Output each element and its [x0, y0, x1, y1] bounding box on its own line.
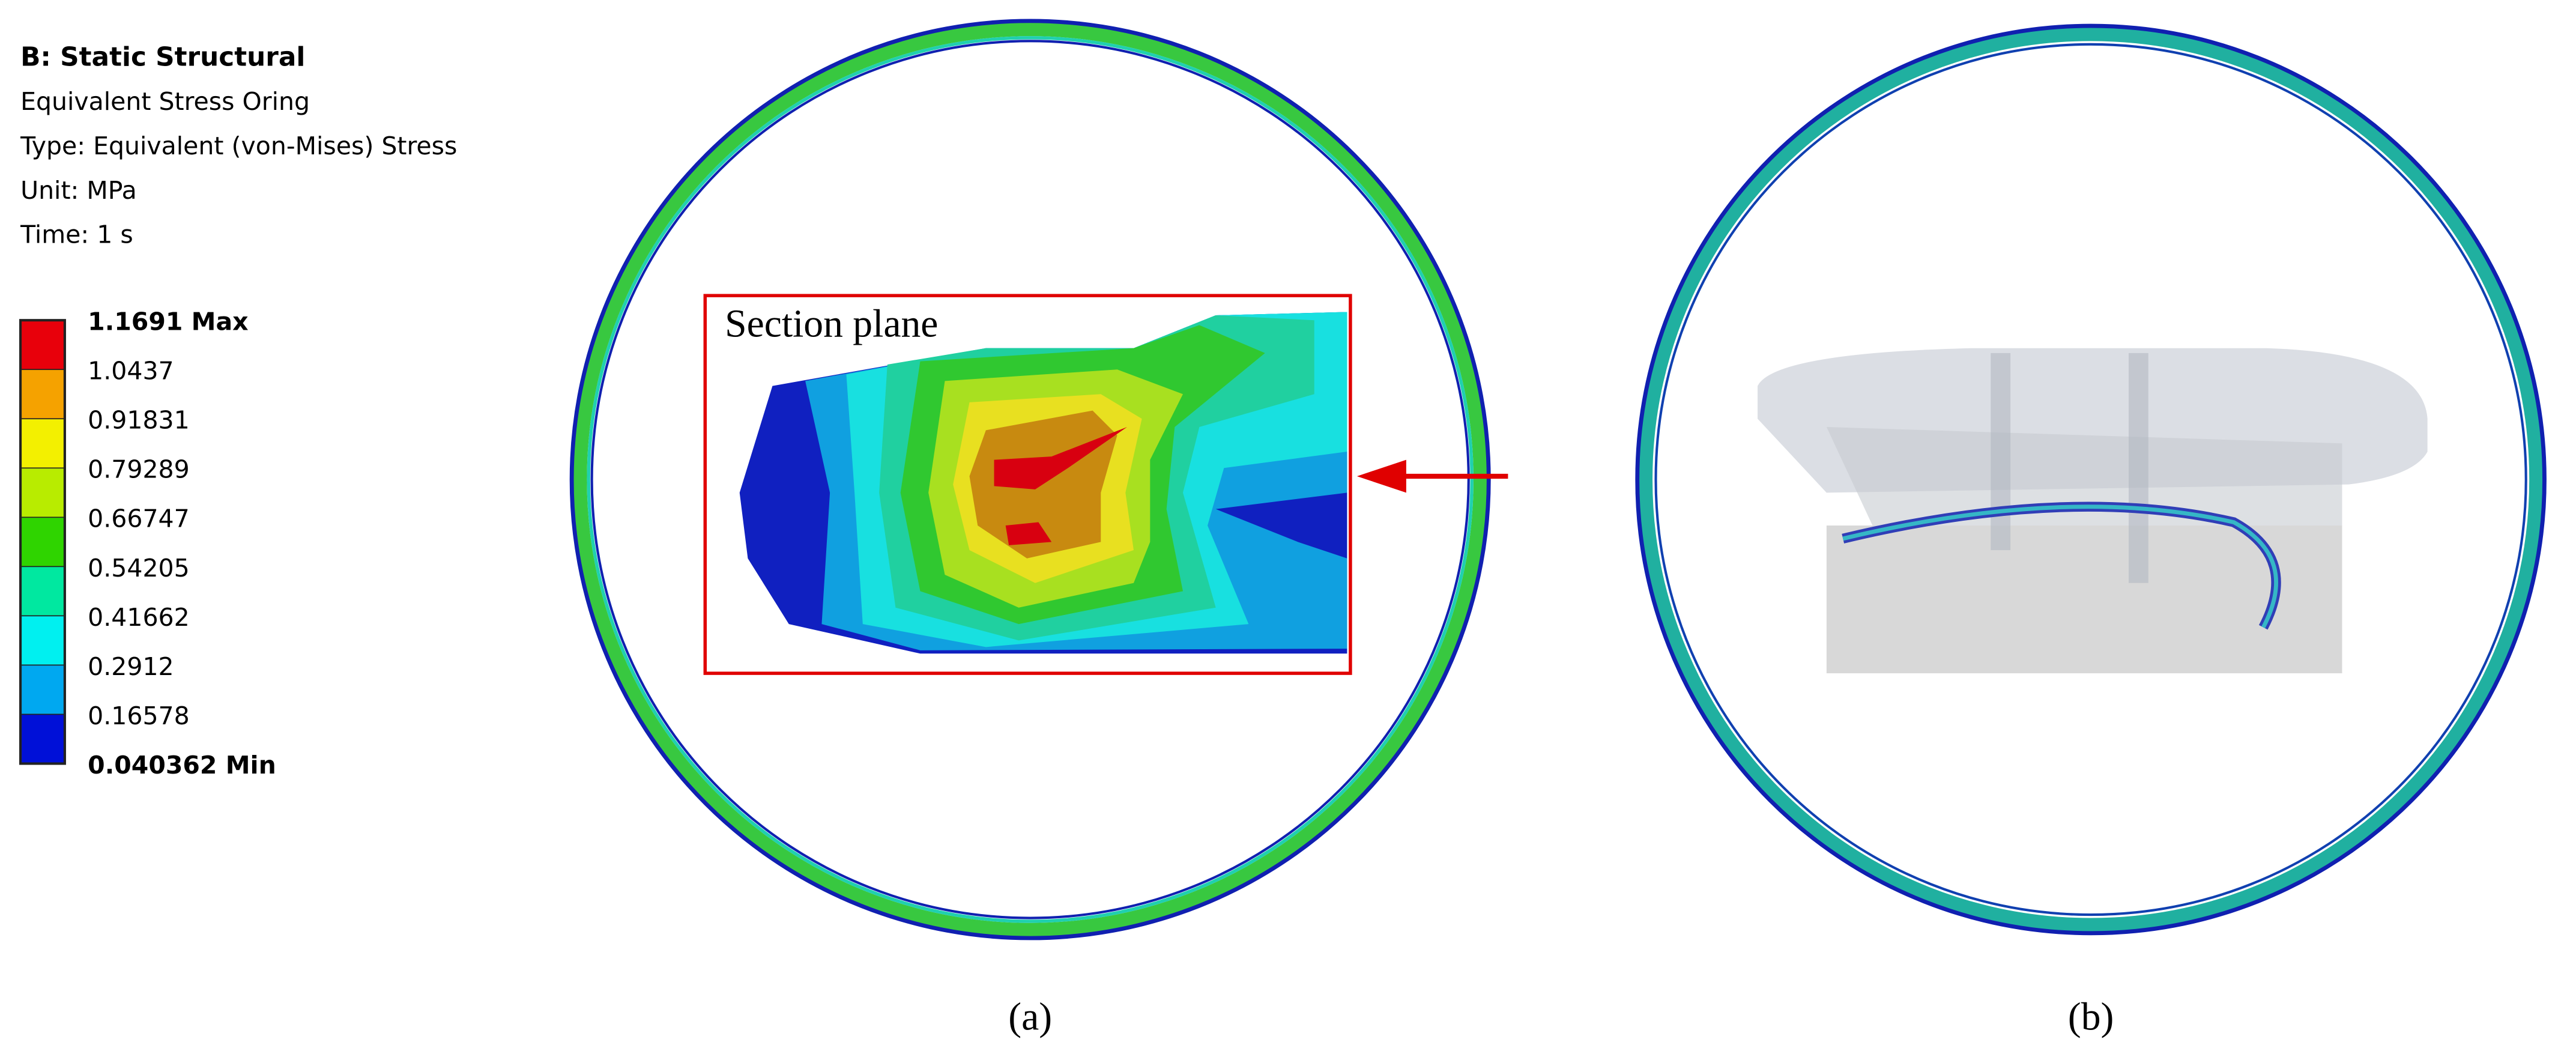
inset-label: Section plane	[725, 303, 938, 346]
caption: (a)	[1008, 995, 1052, 1038]
cylinder	[1826, 526, 2342, 674]
ring-body	[1639, 28, 2543, 931]
legend-swatch	[20, 467, 65, 518]
oring-section	[1842, 504, 2278, 629]
legend-label: 0.54205	[88, 554, 190, 583]
post	[2129, 353, 2148, 583]
ring-edge	[1635, 23, 2547, 936]
legend-label: 0.41662	[88, 603, 190, 632]
result-header: B: Static Structural Equivalent Stress O…	[20, 41, 457, 249]
contour	[994, 426, 1128, 489]
legend-label: 0.2912	[88, 652, 174, 681]
legend-label: 0.16578	[88, 701, 190, 730]
legend-swatch	[20, 418, 65, 469]
ring-body	[573, 23, 1487, 936]
result-line: Time: 1 s	[20, 220, 133, 249]
result-line: Unit: MPa	[20, 176, 137, 205]
ring-edge	[1654, 43, 2527, 916]
post	[1991, 353, 2011, 551]
ring-edge	[590, 40, 1470, 919]
legend-label: 1.1691 Max	[88, 307, 248, 336]
result-line: Type: Equivalent (von-Mises) Stress	[20, 132, 457, 160]
housing-body	[1826, 426, 2342, 526]
legend-swatch	[20, 566, 65, 617]
legend-swatch	[20, 713, 65, 765]
ring-inner	[587, 36, 1474, 923]
legend-label: 0.66747	[88, 504, 190, 533]
legend-swatch	[20, 369, 65, 420]
ring-a	[569, 19, 1491, 940]
legend-label: 0.040362 Min	[88, 751, 276, 780]
legend-label: 0.91831	[88, 406, 190, 435]
legend-swatch	[20, 320, 65, 371]
legend-frame	[19, 319, 66, 765]
legend-label: 1.0437	[88, 357, 174, 386]
caption: (b)	[2068, 995, 2114, 1038]
legend-swatch	[20, 615, 65, 666]
legend-swatch	[20, 664, 65, 715]
legend-swatch	[20, 516, 65, 568]
assembly-view	[1758, 348, 2428, 674]
legend: 1.1691 Max 1.0437 0.91831 0.79289 0.66747 0.5…	[19, 307, 276, 780]
arrow-head	[1356, 459, 1406, 493]
result-line: Equivalent Stress Oring	[20, 87, 310, 116]
legend-label: 0.79289	[88, 455, 190, 484]
result-title: B: Static Structural	[20, 41, 305, 72]
contour	[1005, 522, 1052, 545]
section-inset: Section plane	[703, 294, 1352, 675]
ring-b	[1635, 23, 2547, 936]
ring-edge	[569, 19, 1491, 940]
